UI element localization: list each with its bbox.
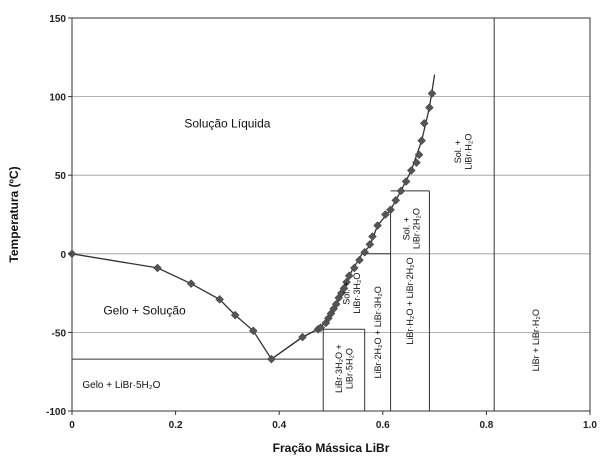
region-label: Gelo + Solução — [103, 304, 186, 318]
data-point — [298, 332, 307, 342]
data-point — [391, 195, 401, 205]
data-point — [355, 255, 364, 265]
x-tick-label: 0 — [69, 420, 75, 431]
region-label: LiBr·2H₂O + LiBr·3H₂O — [373, 286, 383, 378]
data-point — [267, 354, 276, 364]
region-label-line: Sol. + — [342, 281, 352, 304]
y-tick-label: 50 — [55, 171, 67, 182]
data-point — [401, 177, 411, 186]
y-axis-label: Temperatura (ºC) — [7, 166, 21, 262]
region-label: Sol. +LiBr·3H₂O — [342, 273, 362, 314]
region-label-line: Gelo + LiBr·5H₂O — [82, 380, 160, 391]
x-tick-label: 0.4 — [272, 420, 286, 431]
data-point — [365, 240, 375, 249]
region-label: Gelo + LiBr·5H₂O — [82, 380, 160, 391]
data-point — [342, 277, 351, 287]
x-tick-label: 0.8 — [479, 420, 493, 431]
y-tick-label: 0 — [60, 250, 66, 261]
phase-boundaries — [72, 18, 495, 411]
region-label-line: LiBr·5H₂O — [344, 348, 354, 389]
data-point — [339, 284, 349, 293]
region-label-line: LiBr·3H₂O — [352, 273, 362, 314]
data-point — [419, 118, 429, 128]
data-point — [406, 166, 416, 175]
data-point — [417, 136, 427, 145]
data-point — [427, 89, 437, 98]
region-label: Solução Líquida — [184, 117, 270, 131]
y-tick-label: 150 — [49, 14, 66, 25]
data-points — [67, 89, 437, 364]
x-axis-label: Fração Mássica LiBr — [273, 441, 390, 455]
data-point — [215, 295, 224, 304]
data-point — [248, 326, 258, 336]
region-label-line: LiBr·2H₂O + LiBr·3H₂O — [373, 286, 383, 378]
region-label-line: LiBr·H₂O + LiBr·2H₂O — [405, 257, 415, 344]
region-label: LiBr·3H₂O +LiBr·5H₂O — [334, 344, 354, 393]
data-point — [186, 279, 196, 289]
data-point — [381, 210, 390, 219]
data-point — [368, 232, 377, 241]
region-label-line: LiBr·H₂O — [463, 134, 473, 170]
data-point — [230, 310, 240, 320]
y-tick-label: -50 — [52, 328, 67, 339]
region-labels: Solução Líquida Gelo + Solução Gelo + LiBr… — [82, 117, 540, 393]
x-tick-label: 0.6 — [376, 420, 390, 431]
data-point — [344, 271, 354, 281]
region-label-line: Sol. + — [453, 140, 463, 163]
region-label: LiBr + LiBr·H₂O — [531, 309, 541, 371]
data-point — [414, 150, 424, 160]
data-point — [153, 263, 162, 273]
data-point — [396, 186, 406, 196]
data-point — [316, 323, 325, 333]
y-tick-label: -100 — [46, 407, 66, 418]
gridlines — [72, 96, 590, 333]
plot-frame — [71, 17, 591, 412]
x-tick-label: 0.2 — [169, 420, 183, 431]
x-tick-label: 1.0 — [583, 420, 597, 431]
data-point — [386, 205, 395, 215]
data-point — [360, 247, 370, 257]
data-point — [331, 299, 341, 309]
data-point — [412, 158, 421, 167]
region-label: LiBr·H₂O + LiBr·2H₂O — [405, 257, 415, 344]
axis-ticks: 0 0.2 0.4 0.6 0.8 1.0 -100 -50 0 50 100 150 — [46, 14, 597, 431]
region-label: Sol. +LiBr·H₂O — [453, 134, 473, 170]
region-label-line: LiBr·2H₂O — [412, 208, 422, 249]
data-point — [373, 221, 382, 230]
data-point — [425, 103, 434, 112]
region-label-line: Sol. + — [401, 217, 411, 240]
region-label-line: Gelo + Solução — [103, 304, 186, 318]
y-tick-label: 100 — [49, 93, 66, 104]
data-point — [349, 263, 359, 273]
region-label-line: Solução Líquida — [184, 117, 270, 131]
region-label-line: LiBr·3H₂O + — [334, 344, 344, 393]
region-label-line: LiBr + LiBr·H₂O — [531, 309, 541, 371]
region-label: Sol. +LiBr·2H₂O — [401, 208, 421, 249]
